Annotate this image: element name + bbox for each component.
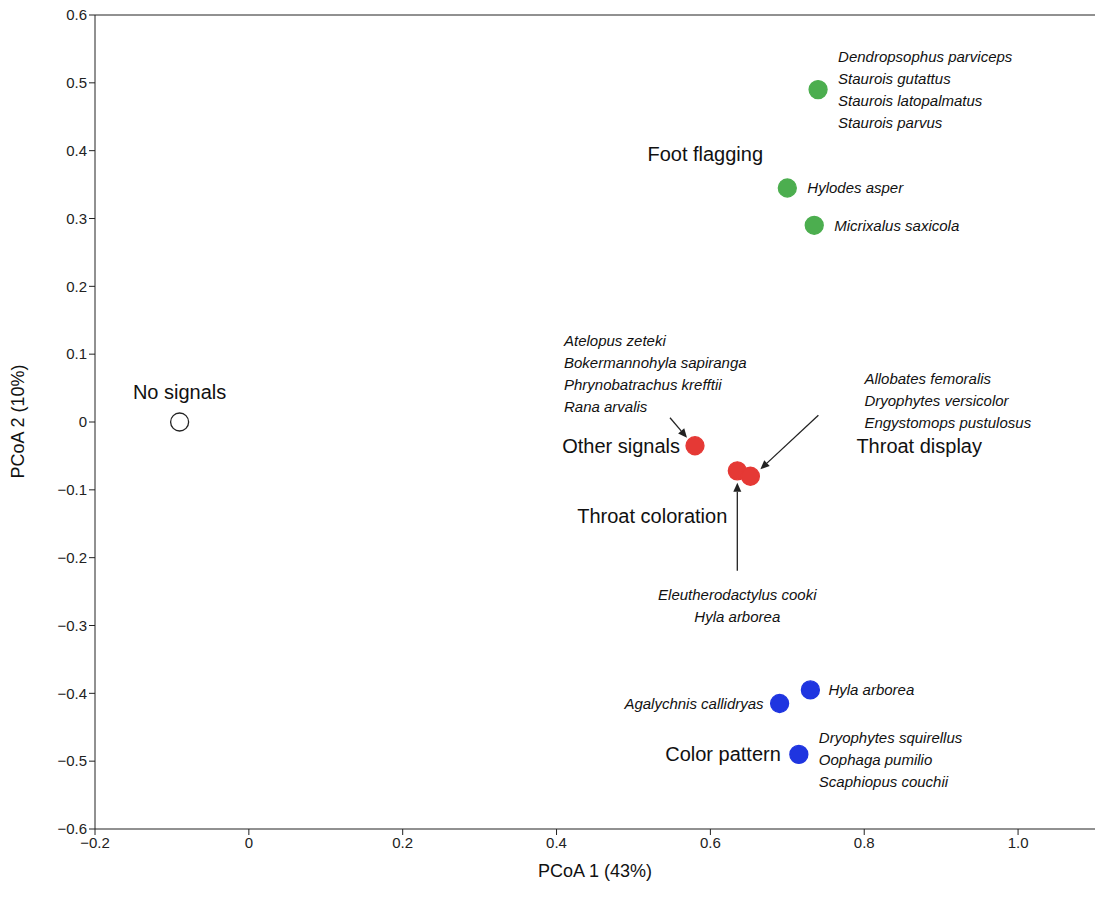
svg-text:Bokermannohyla sapiranga: Bokermannohyla sapiranga [564, 354, 747, 371]
svg-text:0: 0 [245, 834, 253, 851]
svg-text:Dryophytes versicolor: Dryophytes versicolor [864, 392, 1009, 409]
svg-text:0.2: 0.2 [66, 278, 87, 295]
svg-text:Engystomops pustulosus: Engystomops pustulosus [864, 414, 1031, 431]
html-text:PCoA 1 (43%): PCoA 1 (43%) [538, 861, 652, 881]
svg-text:Hyla arborea: Hyla arborea [694, 608, 780, 625]
svg-text:Hylodes asper: Hylodes asper [807, 179, 904, 196]
svg-text:1.0: 1.0 [1008, 834, 1029, 851]
svg-text:Hyla arborea: Hyla arborea [828, 681, 914, 698]
svg-text:−0.4: −0.4 [57, 685, 87, 702]
svg-text:0.6: 0.6 [700, 834, 721, 851]
svg-text:0.5: 0.5 [66, 74, 87, 91]
svg-text:Eleutherodactylus cooki: Eleutherodactylus cooki [658, 586, 817, 603]
svg-text:Agalychnis callidryas: Agalychnis callidryas [623, 695, 764, 712]
svg-text:Rana arvalis: Rana arvalis [564, 398, 648, 415]
svg-text:Atelopus zeteki: Atelopus zeteki [563, 332, 666, 349]
svg-text:0.6: 0.6 [66, 6, 87, 23]
svg-text:−0.3: −0.3 [57, 617, 87, 634]
svg-text:Phrynobatrachus krefftii: Phrynobatrachus krefftii [564, 376, 722, 393]
html-text:PCoA 2 (10%): PCoA 2 (10%) [7, 364, 28, 479]
svg-text:0: 0 [79, 413, 87, 430]
svg-text:0.1: 0.1 [66, 345, 87, 362]
svg-text:Dendropsophus parviceps: Dendropsophus parviceps [838, 48, 1013, 65]
svg-text:−0.5: −0.5 [57, 752, 87, 769]
svg-text:Throat coloration: Throat coloration [577, 505, 727, 527]
svg-text:Color pattern: Color pattern [665, 743, 781, 765]
svg-text:0.3: 0.3 [66, 210, 87, 227]
svg-text:0.4: 0.4 [546, 834, 567, 851]
svg-text:Staurois latopalmatus: Staurois latopalmatus [838, 92, 983, 109]
svg-text:Staurois gutattus: Staurois gutattus [838, 70, 951, 87]
svg-text:0.8: 0.8 [854, 834, 875, 851]
svg-text:Other signals: Other signals [562, 435, 680, 457]
svg-text:−0.2: −0.2 [80, 833, 110, 851]
svg-text:−0.6: −0.6 [57, 820, 87, 837]
svg-text:Throat display: Throat display [856, 435, 982, 457]
svg-text:Staurois parvus: Staurois parvus [838, 114, 943, 131]
svg-text:−0.1: −0.1 [57, 481, 87, 498]
svg-text:−0.2: −0.2 [57, 549, 87, 566]
svg-text:Allobates femoralis: Allobates femoralis [863, 370, 991, 387]
svg-text:Foot flagging: Foot flagging [647, 143, 763, 165]
svg-text:Scaphiopus couchii: Scaphiopus couchii [819, 773, 949, 790]
svg-text:No signals: No signals [133, 381, 226, 403]
svg-text:0.2: 0.2 [392, 834, 413, 851]
svg-text:Oophaga pumilio: Oophaga pumilio [819, 751, 932, 768]
svg-text:Dryophytes squirellus: Dryophytes squirellus [819, 729, 963, 746]
svg-text:Micrixalus saxicola: Micrixalus saxicola [834, 217, 959, 234]
svg-text:0.4: 0.4 [66, 142, 87, 159]
